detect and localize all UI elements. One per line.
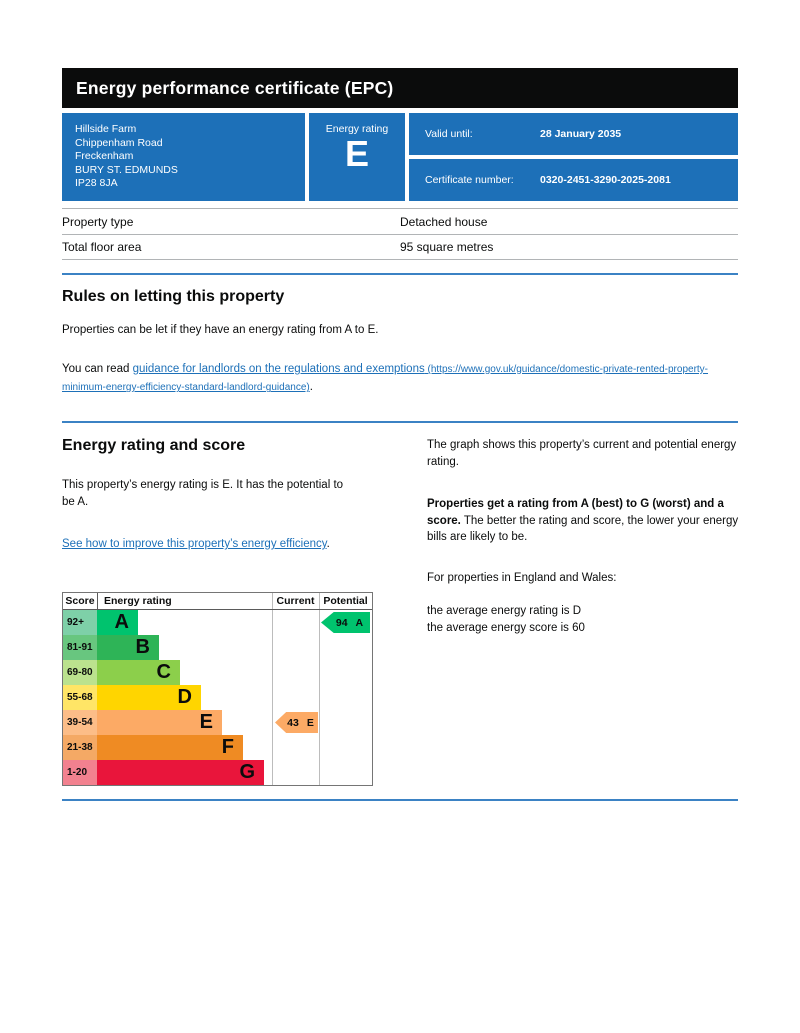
rating-explanation-bold: Properties get a rating from A (best) to… [427,498,724,527]
band-g-bar: G [97,760,264,785]
address-line: Chippenham Road [75,136,163,149]
chart-header-rating: Energy rating [104,595,172,607]
band-row-c: 69-80 C [63,660,272,685]
rules-suffix: . [309,381,313,394]
chart-header-divider [97,593,98,609]
chart-header-score: Score [65,595,95,607]
band-b-score: 81-91 [63,635,97,660]
rules-read-prefix: You can read [62,363,133,375]
fact-label: Property type [62,214,134,229]
current-rating-arrow: 43 E [275,712,318,733]
potential-band: A [355,616,364,629]
document-title-bar: Energy performance certificate (EPC) [62,68,738,108]
energy-rating-value: E [344,133,369,174]
fact-value: Detached house [400,214,488,229]
rules-heading: Rules on letting this property [62,288,285,305]
rating-explanation-rest: The better the rating and score, the low… [427,514,739,544]
band-g-score: 1-20 [63,760,97,785]
section-divider [62,799,738,801]
current-column-border [272,593,273,785]
band-d-bar: D [97,685,201,710]
valid-until-value: 28 January 2035 [540,128,622,140]
band-b-bar: B [97,635,159,660]
improve-efficiency-link[interactable]: See how to improve this property’s energ… [62,538,327,550]
address-line: Hillside Farm [75,123,137,135]
band-row-b: 81-91 B [63,635,272,660]
potential-column-border [319,593,320,785]
averages-block: the average energy rating is D the averag… [427,603,740,636]
average-score-line: the average energy score is 60 [427,621,585,634]
band-c-bar: C [97,660,180,685]
address-line: Freckenham [75,150,134,162]
band-f-score: 21-38 [63,735,97,760]
chart-header-row: Score Energy rating Current Potential [63,593,372,610]
energy-rating-chart: Score Energy rating Current Potential 92… [62,592,373,786]
band-c-score: 69-80 [63,660,97,685]
fact-label: Total floor area [62,240,142,254]
energy-rating-box: Energy rating E [309,113,405,201]
potential-score: 94 [335,616,348,629]
address-line: BURY ST. EDMUNDS [75,163,178,176]
energy-rating-score-heading: Energy rating and score [62,437,246,454]
band-d-score: 55-68 [63,685,97,710]
section-divider [62,421,738,423]
landlord-guidance-link[interactable]: guidance for landlords on the regulation… [62,363,708,393]
band-a-bar: A [97,610,138,635]
band-row-f: 21-38 F [63,735,272,760]
improve-suffix: . [326,538,330,550]
chart-header-potential: Potential [323,595,368,607]
potential-rating-arrow: 94 A [321,612,370,633]
page-title: Energy performance certificate (EPC) [76,77,394,98]
band-f-bar: F [97,735,243,760]
improve-efficiency-paragraph: See how to improve this property’s energ… [62,536,352,553]
rating-summary-text: This property’s energy rating is E. It h… [62,479,344,509]
graph-intro-text: The graph shows this property’s current … [427,439,737,468]
improve-efficiency-link-text: See how to improve this property’s energ… [62,538,327,550]
summary-panel: Hillside Farm Chippenham Road Freckenham… [62,113,738,201]
table-row: Total floor area 95 square metres [62,234,738,260]
landlord-guidance-link-url: (https://www.gov.uk/guidance/domestic-pr… [62,364,709,394]
certificate-number-row: Certificate number: 0320-2451-3290-2025-… [409,159,738,201]
property-facts-table: Property type Detached house Total floor… [62,208,738,260]
region-line: For properties in England and Wales: [427,572,617,584]
chart-header-current: Current [276,595,315,607]
address-line: IP28 8JA [75,177,118,189]
table-row: Property type Detached house [62,208,738,234]
band-row-d: 55-68 D [63,685,272,710]
property-address: Hillside Farm Chippenham Road Freckenham… [62,113,305,201]
band-row-e: 39-54 E [63,710,272,735]
certificate-number-label: Certificate number: [425,174,514,186]
certificate-meta: Valid until: 28 January 2035 Certificate… [409,113,738,201]
band-row-g: 1-20 G [63,760,272,785]
band-a-score: 92+ [63,610,97,635]
band-e-score: 39-54 [63,710,97,735]
current-band: E [306,716,314,729]
energy-rating-label: Energy rating [325,123,389,135]
certificate-number-value: 0320-2451-3290-2025-2081 [540,174,671,186]
average-rating-line: the average energy rating is D [427,605,582,617]
valid-until-label: Valid until: [425,128,473,140]
rules-body: Properties can be let if they have an en… [62,324,379,336]
section-divider [62,273,738,275]
band-e-bar: E [97,710,222,735]
band-row-a: 92+ A [63,610,272,635]
landlord-guidance-link-text: guidance for landlords on the regulation… [132,363,425,375]
rating-explanation-text: Properties get a rating from A (best) to… [427,496,740,546]
fact-value: 95 square metres [400,240,494,254]
rules-guidance-paragraph: You can read guidance for landlords on t… [62,360,714,397]
valid-until-row: Valid until: 28 January 2035 [409,113,738,155]
current-score: 43 [287,716,299,729]
